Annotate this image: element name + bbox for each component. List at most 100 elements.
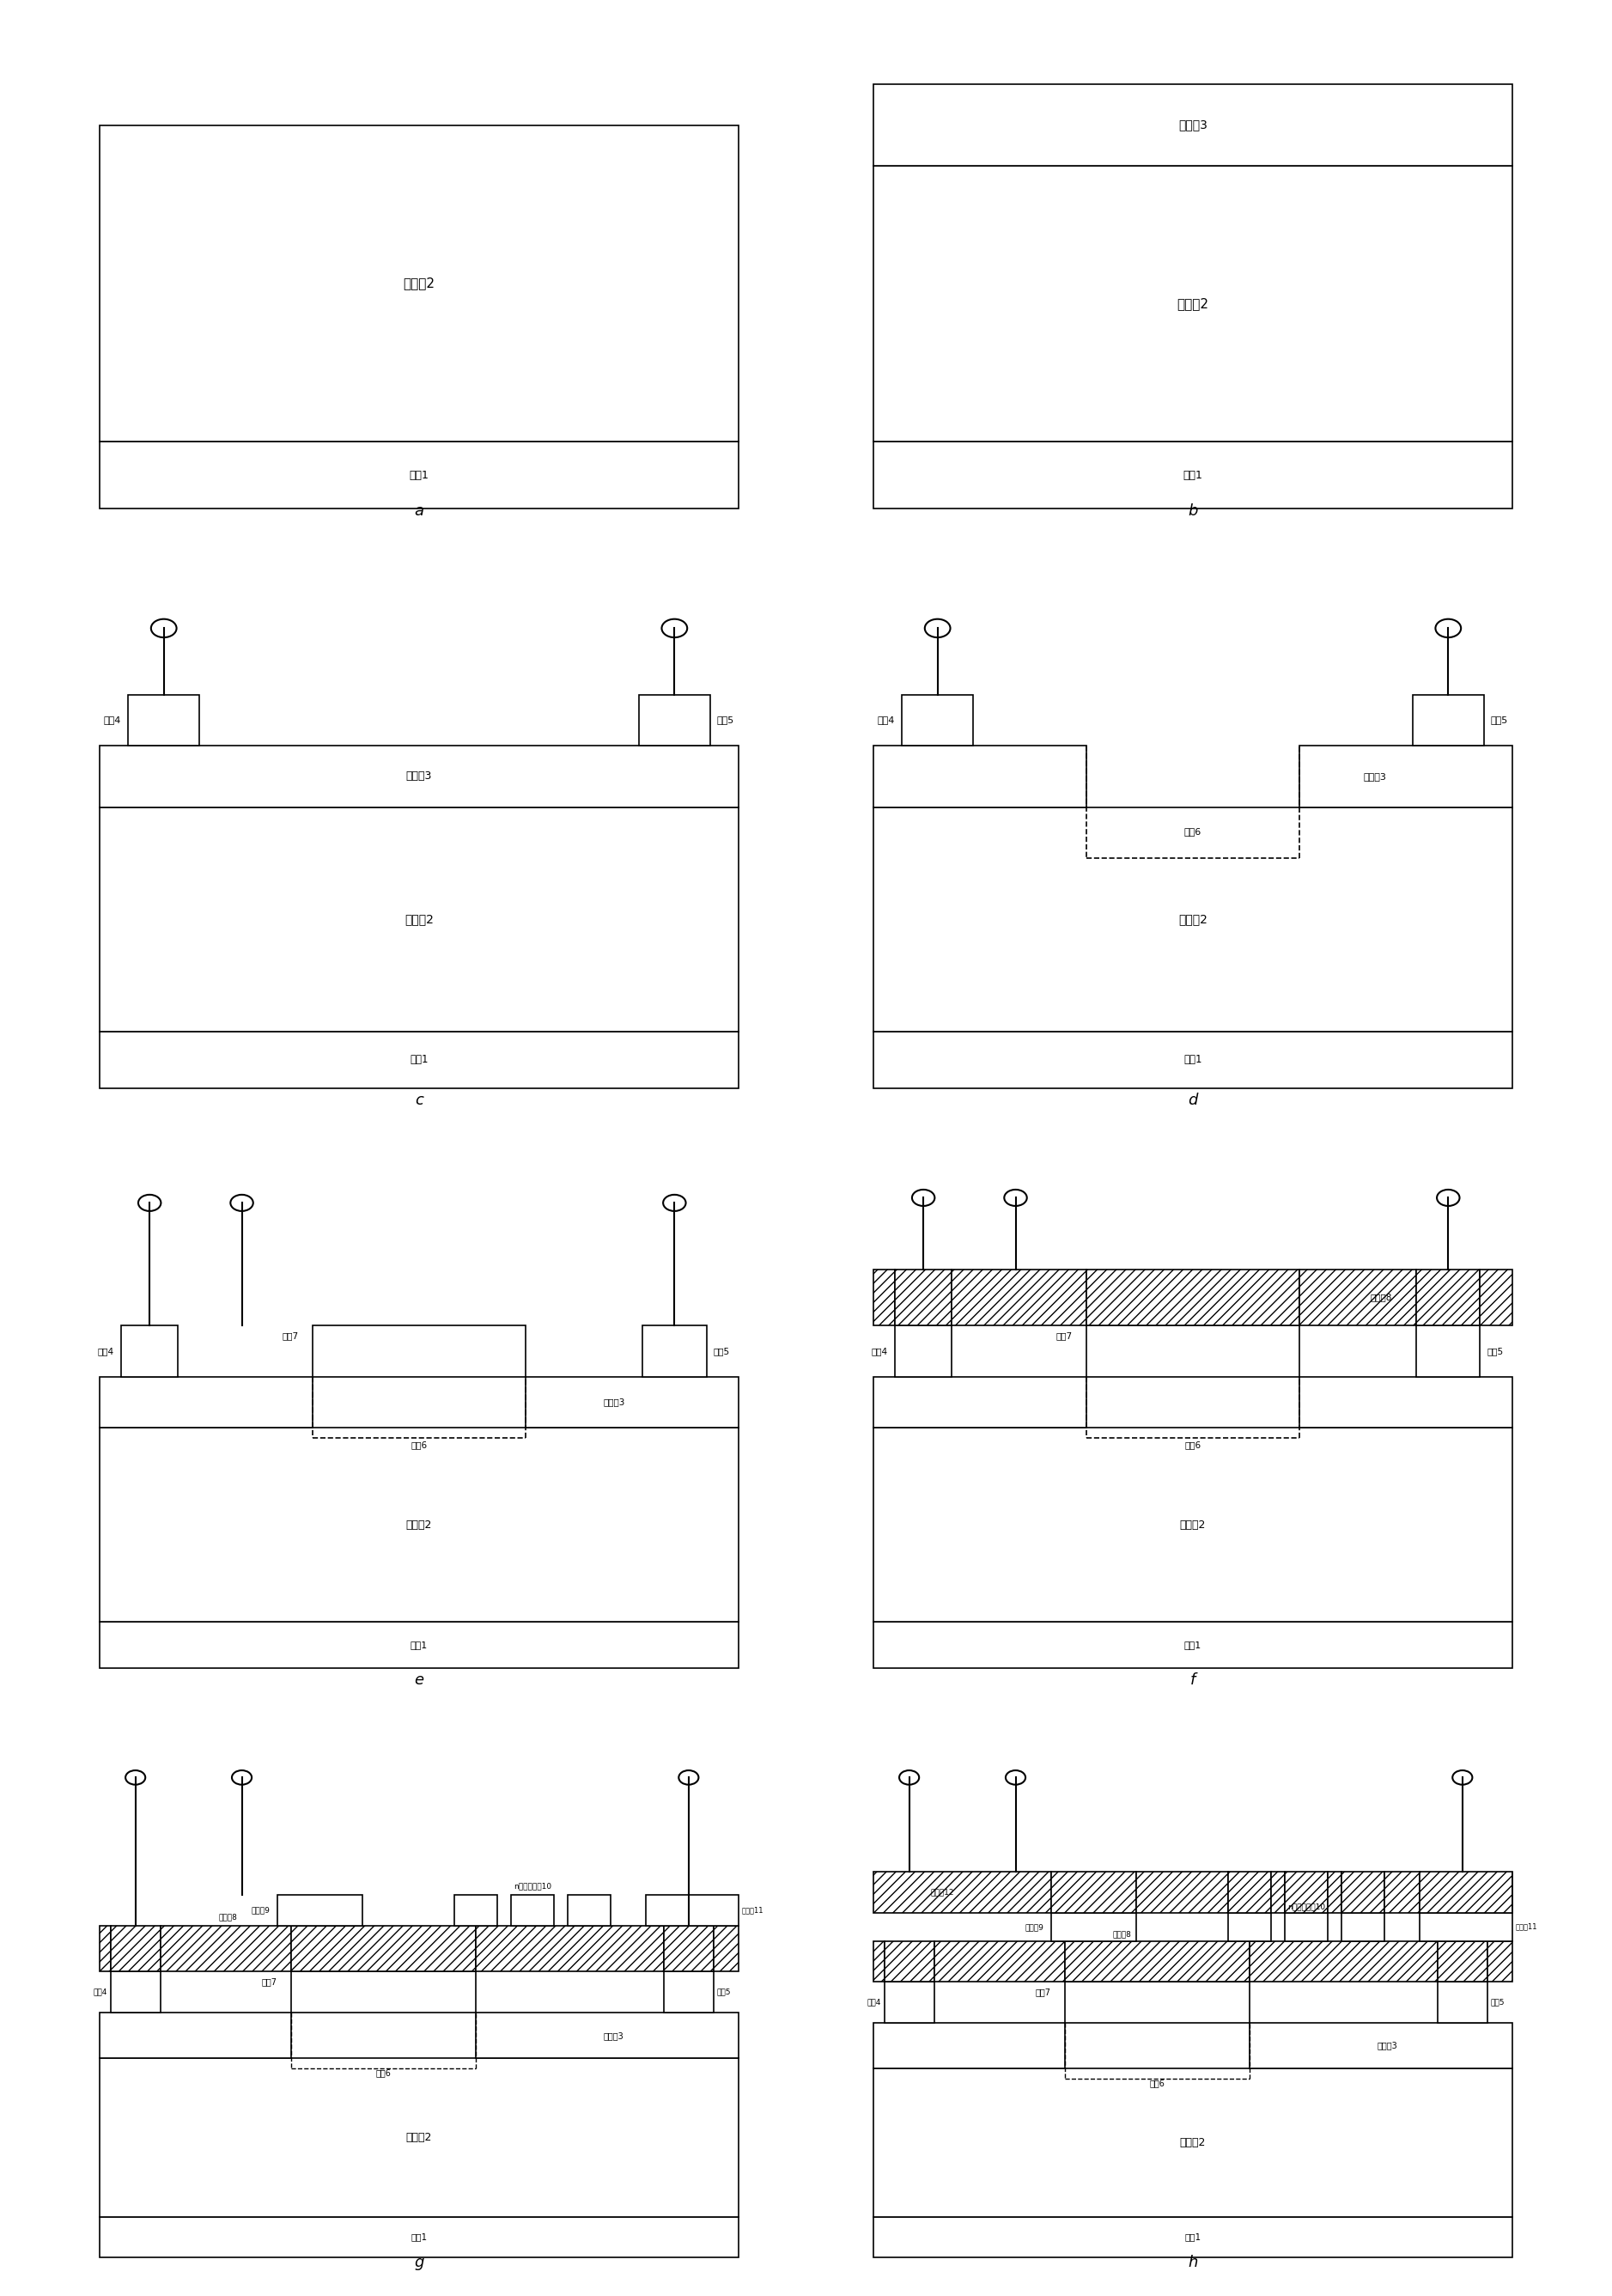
Text: 过渡层2: 过渡层2 (1180, 2138, 1206, 2149)
Bar (292, 1926, 476, 1972)
Bar (526, 1378, 738, 1428)
Bar (1086, 1270, 1299, 1325)
Bar (100, 2014, 292, 2060)
Bar (476, 2014, 738, 2060)
Bar (1420, 1913, 1512, 1940)
Text: 势垒层3: 势垒层3 (406, 771, 432, 783)
Text: g: g (414, 2255, 424, 2271)
Text: a: a (414, 503, 424, 519)
Bar (895, 1325, 951, 1378)
Text: 凹槽6: 凹槽6 (1185, 827, 1201, 836)
Text: 钝化层8: 钝化层8 (218, 1913, 237, 1919)
Text: 保护层12: 保护层12 (930, 1890, 954, 1896)
Text: 源极4: 源极4 (103, 716, 121, 726)
Bar (1417, 1325, 1480, 1378)
Bar (111, 1972, 160, 2014)
Text: 凹槽6: 凹槽6 (1185, 1440, 1201, 1449)
Bar (100, 441, 738, 507)
Bar (1066, 1981, 1249, 2023)
Text: 势垒层3: 势垒层3 (1364, 771, 1386, 781)
Text: 过渡层2: 过渡层2 (406, 2133, 432, 2142)
Bar (100, 1926, 111, 1972)
Bar (1480, 1270, 1512, 1325)
Bar (121, 1325, 177, 1378)
Bar (874, 746, 1086, 808)
Text: 源极4: 源极4 (867, 1998, 880, 2007)
Bar (874, 808, 1512, 1031)
Bar (885, 1940, 933, 1981)
Text: 源极4: 源极4 (98, 1348, 114, 1355)
Text: 衬底1: 衬底1 (1185, 2234, 1201, 2241)
Text: 衬底1: 衬底1 (1185, 1639, 1201, 1649)
Bar (1420, 1871, 1512, 1913)
Text: 衬底1: 衬底1 (411, 1639, 427, 1649)
Bar (1328, 1871, 1341, 1913)
Text: 过渡层2: 过渡层2 (405, 914, 434, 925)
Text: 势垒层3: 势垒层3 (1178, 119, 1207, 131)
Bar (638, 696, 709, 746)
Text: 衬底1: 衬底1 (411, 2234, 427, 2241)
Bar (1438, 1981, 1488, 2023)
Bar (100, 2060, 738, 2218)
Bar (1051, 1913, 1136, 1940)
Text: b: b (1188, 503, 1198, 519)
Bar (100, 2218, 738, 2257)
Bar (874, 85, 1512, 165)
Bar (874, 2218, 1512, 2257)
Bar (643, 1325, 706, 1378)
Text: 源极4: 源极4 (93, 1988, 106, 1995)
Bar (1412, 696, 1483, 746)
Bar (664, 1926, 714, 1972)
Bar (1299, 1378, 1512, 1428)
Bar (646, 1894, 738, 1926)
Bar (874, 1031, 1512, 1088)
Text: 源极4: 源极4 (877, 716, 895, 726)
Text: 漏极5: 漏极5 (1491, 1998, 1506, 2007)
Text: 势垒层3: 势垒层3 (1377, 2041, 1398, 2050)
Bar (1066, 1940, 1249, 1981)
Text: 漏极5: 漏极5 (714, 1348, 730, 1355)
Bar (100, 808, 738, 1031)
Bar (874, 2023, 1066, 2069)
Bar (895, 1270, 951, 1325)
Bar (664, 1972, 714, 2014)
Bar (100, 746, 738, 808)
Text: 凹槽6: 凹槽6 (376, 2069, 392, 2078)
Bar (933, 1940, 1066, 1981)
Bar (100, 1378, 313, 1428)
Text: c: c (414, 1093, 424, 1109)
Text: 漏极5: 漏极5 (717, 716, 735, 726)
Bar (277, 1894, 363, 1926)
Bar (903, 696, 974, 746)
Bar (129, 696, 200, 746)
Bar (1270, 1871, 1285, 1913)
Text: 漏极5: 漏极5 (1488, 1348, 1504, 1355)
Text: n个浮空场板10: n个浮空场板10 (1288, 1903, 1325, 1910)
Bar (874, 165, 1512, 441)
Text: 槽栅7: 槽栅7 (1035, 1988, 1051, 1995)
Bar (100, 126, 738, 441)
Text: h: h (1188, 2255, 1198, 2271)
Text: 源极4: 源极4 (872, 1348, 888, 1355)
Bar (1285, 1913, 1328, 1940)
Bar (1341, 1871, 1385, 1913)
Bar (160, 1926, 292, 1972)
Bar (874, 441, 1512, 507)
Text: 漏极5: 漏极5 (717, 1988, 732, 1995)
Bar (511, 1894, 555, 1926)
Text: 钝化层8: 钝化层8 (1112, 1931, 1132, 1938)
Text: n个浮空场板10: n个浮空场板10 (514, 1883, 551, 1890)
Bar (874, 1378, 1086, 1428)
Bar (1086, 1325, 1299, 1378)
Bar (1228, 1913, 1270, 1940)
Text: e: e (414, 1674, 424, 1688)
Bar (100, 1621, 738, 1667)
Bar (1136, 1871, 1228, 1913)
Text: 过渡层2: 过渡层2 (406, 1520, 432, 1531)
Bar (1299, 746, 1512, 808)
Bar (1249, 2023, 1512, 2069)
Bar (1051, 1871, 1136, 1913)
Text: 漏场板11: 漏场板11 (742, 1906, 764, 1915)
Text: 势垒层3: 势垒层3 (603, 1398, 625, 1407)
Bar (1438, 1940, 1488, 1981)
